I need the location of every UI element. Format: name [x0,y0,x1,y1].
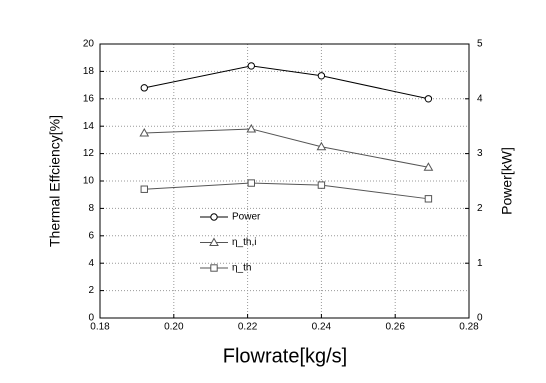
y-tick-label: 4 [88,258,94,269]
y-tick-label: 8 [88,203,94,214]
y-tick-label: 14 [83,121,95,132]
y-axis-label: Thermal Effciency[%] [47,115,63,247]
marker [423,162,434,171]
y-tick-label: 20 [83,39,95,50]
x-tick-label: 0.28 [459,322,479,333]
y-tick-label: 6 [88,230,94,241]
legend-marker [210,264,218,272]
plot-frame [99,43,470,319]
marker [247,179,255,187]
marker [316,141,327,151]
marker [247,62,255,70]
legend-label: Power [232,212,261,223]
series-line [144,65,429,100]
marker [139,128,150,137]
legend-marker [209,237,219,246]
y2-tick-label: 5 [477,39,483,50]
legend-marker [210,213,218,221]
marker [424,195,433,203]
series-line [144,182,429,200]
y2-tick-label: 2 [477,203,483,214]
x-tick-label: 0.22 [238,322,258,333]
marker [424,95,433,103]
y-tick-label: 10 [83,176,95,187]
x-tick-label: 0.20 [164,322,184,333]
y-tick-label: 16 [83,93,95,104]
marker [317,181,326,189]
marker [317,72,326,80]
y2-tick-label: 1 [477,258,483,269]
marker [140,84,148,92]
x-axis-label: Flowrate[kg/s] [223,345,347,367]
y2-tick-label: 0 [477,313,483,324]
x-tick-label: 0.18 [90,322,110,333]
marker [246,123,257,133]
x-tick-label: 0.24 [312,322,332,333]
y-tick-label: 18 [83,66,95,77]
y-tick-label: 0 [88,313,94,324]
y-tick-label: 2 [88,285,94,296]
y2-axis-label: Power[kW] [499,147,515,215]
legend-label: η_th,i [232,237,256,248]
x-tick-label: 0.26 [385,322,405,333]
legend-label: η_th [232,263,251,274]
y-tick-label: 12 [83,148,95,159]
y2-tick-label: 3 [477,148,483,159]
y2-tick-label: 4 [477,93,483,104]
series-line [144,128,429,168]
marker [140,185,148,193]
